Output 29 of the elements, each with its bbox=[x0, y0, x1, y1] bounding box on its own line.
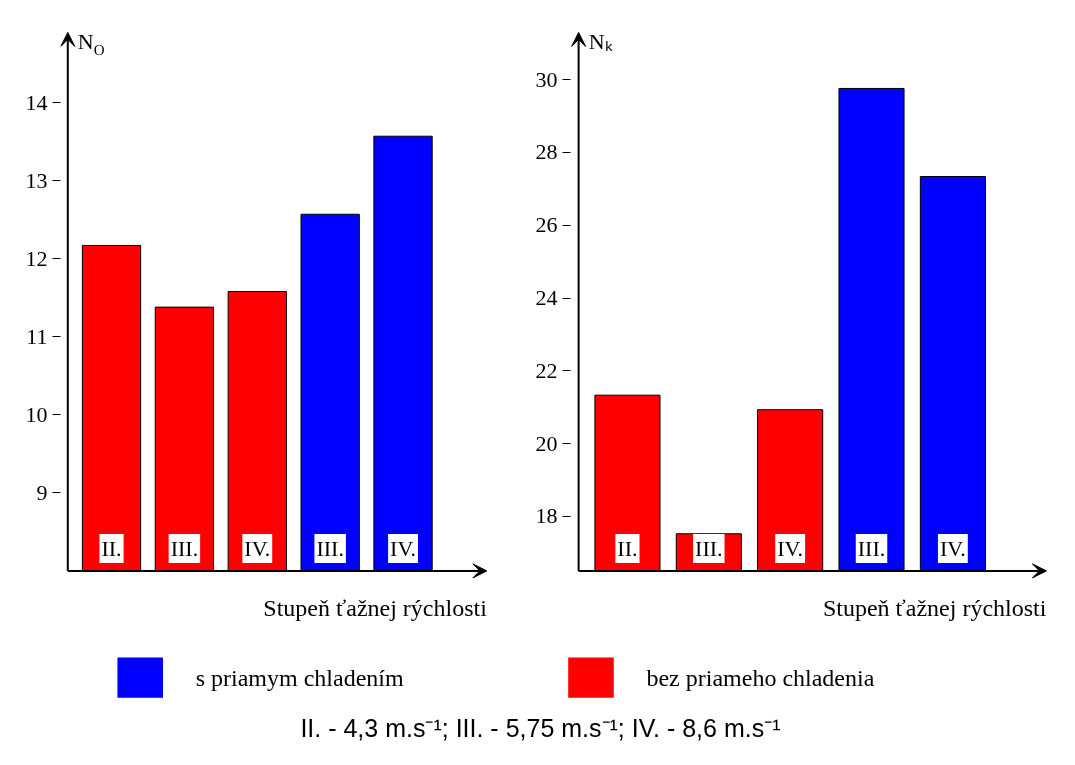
x-tick-label: III. bbox=[695, 535, 723, 561]
y-tick-label: 10 bbox=[25, 401, 48, 427]
y-tick-label: 18 bbox=[535, 503, 558, 529]
x-tick-label: IV. bbox=[390, 535, 416, 561]
y-tick-label: 11 bbox=[26, 323, 48, 349]
y-tick-label: 13 bbox=[25, 167, 48, 193]
y-tick-label: 24 bbox=[535, 285, 558, 311]
x-tick-label: IV. bbox=[939, 535, 966, 561]
y-tick-label: 22 bbox=[535, 357, 558, 383]
y-axis-title: Nₖ bbox=[588, 29, 613, 55]
x-tick-label: II. bbox=[101, 535, 122, 561]
y-tick-label: 26 bbox=[535, 212, 558, 238]
y-tick-label: 14 bbox=[25, 89, 48, 115]
x-tick-label: II. bbox=[617, 535, 638, 561]
y-tick-label: 20 bbox=[535, 430, 558, 456]
y-tick-label: 9 bbox=[36, 479, 48, 505]
x-tick-label: IV. bbox=[777, 535, 804, 561]
y-tick-label: 28 bbox=[535, 139, 558, 165]
x-tick-label: III. bbox=[316, 535, 344, 561]
legend-label: s priamym chladením bbox=[195, 664, 404, 691]
y-tick-label: 30 bbox=[535, 66, 558, 92]
x-tick-label: III. bbox=[170, 535, 199, 561]
y-tick-label: 12 bbox=[25, 245, 48, 271]
x-tick-label: III. bbox=[857, 535, 886, 561]
text: II. - 4,3 m.s⁻¹; III. - 5,75 m.s⁻¹; IV. - 8,6 m.s⁻¹ bbox=[300, 714, 781, 742]
legend-label: bez priameho chladenia bbox=[646, 664, 875, 691]
x-axis-title: Stupeň ťažnej rýchlosti bbox=[263, 594, 488, 621]
x-axis-title: Stupeň ťažnej rýchlosti bbox=[822, 594, 1047, 621]
x-tick-label: IV. bbox=[244, 535, 271, 561]
